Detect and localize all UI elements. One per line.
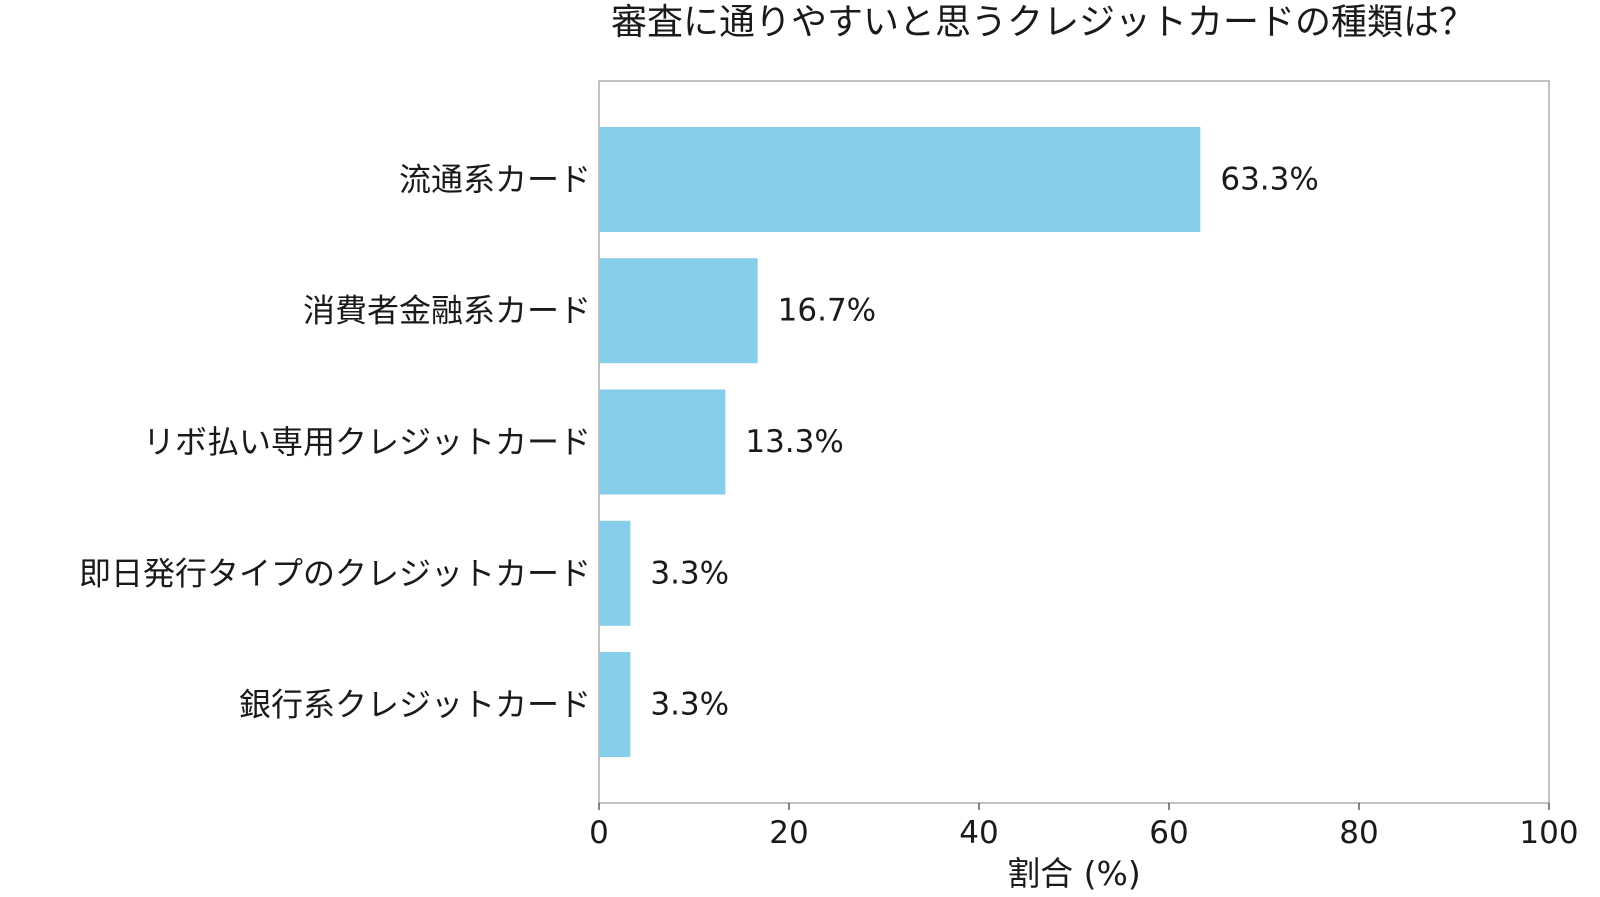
- category-label-5: 銀行系クレジットカード: [239, 686, 591, 724]
- x-axis-label: 割合 (%): [1007, 854, 1141, 893]
- bar-1: [599, 126, 1201, 232]
- category-labels-group: 流通系カード消費者金融系カードリボ払い専用クレジットカード即日発行タイプのクレジ…: [79, 160, 591, 723]
- value-labels-group: 63.3% 16.7% 13.3% 3.3% 3.3%: [650, 161, 1318, 722]
- x-tick-label-80: 80: [1339, 815, 1378, 851]
- x-tick-label-100: 100: [1519, 815, 1578, 851]
- category-label-3: リボ払い専用クレジットカード: [143, 423, 591, 461]
- value-label-5: 3.3%: [650, 687, 729, 723]
- value-label-1: 63.3%: [1220, 161, 1318, 197]
- category-label-1: 流通系カード: [399, 160, 591, 198]
- value-label-4: 3.3%: [650, 555, 729, 591]
- chart-title: 審査に通りやすいと思うクレジットカードの種類は？: [611, 2, 1475, 43]
- category-label-4: 即日発行タイプのクレジットカード: [79, 554, 591, 592]
- bar-5: [599, 652, 631, 758]
- value-label-2: 16.7%: [778, 293, 876, 329]
- bar-4: [599, 520, 631, 626]
- bar-2: [599, 258, 758, 364]
- category-label-2: 消費者金融系カード: [303, 292, 591, 330]
- x-tick-label-60: 60: [1149, 815, 1188, 851]
- bars-group: [599, 126, 1201, 758]
- x-tick-label-40: 40: [959, 815, 998, 851]
- x-axis-ticks-group: 0 20 40 60 80 100: [589, 803, 1579, 851]
- bar-3: [599, 389, 726, 495]
- x-tick-label-20: 20: [769, 815, 808, 851]
- x-tick-label-0: 0: [589, 815, 609, 851]
- value-label-3: 13.3%: [745, 424, 843, 460]
